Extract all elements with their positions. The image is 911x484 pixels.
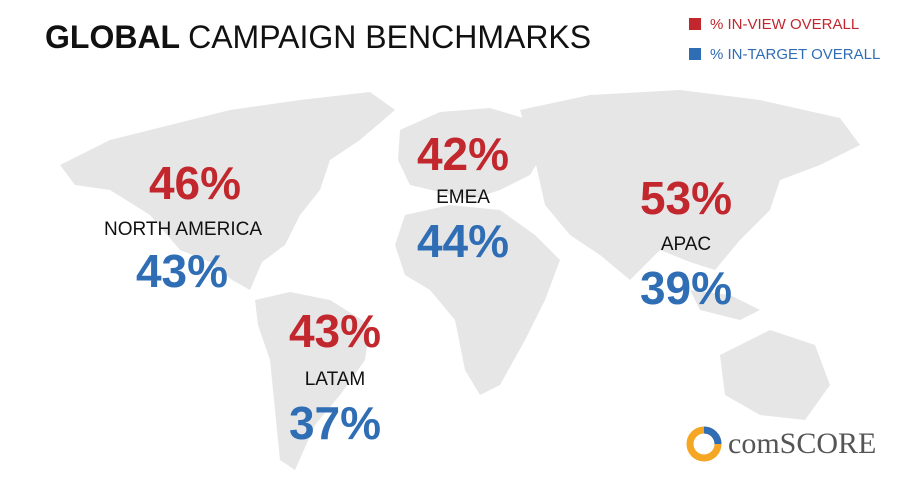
in-view-value: 46% (149, 157, 241, 209)
logo-text: comSCORE (728, 427, 876, 460)
logo: comSCORE (686, 426, 876, 462)
region-name: EMEA (436, 187, 490, 208)
title-rest: CAMPAIGN BENCHMARKS (188, 19, 591, 55)
in-target-value: 37% (289, 397, 381, 449)
legend-swatch (689, 18, 701, 30)
in-target-value: 44% (417, 215, 509, 267)
region-name: NORTH AMERICA (104, 219, 262, 240)
region-name: LATAM (305, 369, 366, 390)
legend: % IN-VIEW OVERALL % IN-TARGET OVERALL (689, 16, 880, 63)
regions: 46% NORTH AMERICA 43% 42% EMEA 44% 53% APAC 39% 4… (104, 128, 732, 449)
legend-label: % IN-TARGET OVERALL (710, 46, 880, 63)
legend-label: % IN-VIEW OVERALL (710, 16, 859, 33)
in-view-value: 43% (289, 305, 381, 357)
title-bold: GLOBAL (45, 19, 180, 55)
in-view-value: 53% (640, 172, 732, 224)
legend-swatch (689, 48, 701, 60)
region-name: APAC (661, 234, 711, 255)
in-view-value: 42% (417, 128, 509, 180)
title: GLOBAL CAMPAIGN BENCHMARKS (45, 19, 591, 55)
logo-icon-accent (703, 426, 722, 445)
in-target-value: 39% (640, 262, 732, 314)
world-map (60, 90, 860, 470)
in-target-value: 43% (136, 245, 228, 297)
